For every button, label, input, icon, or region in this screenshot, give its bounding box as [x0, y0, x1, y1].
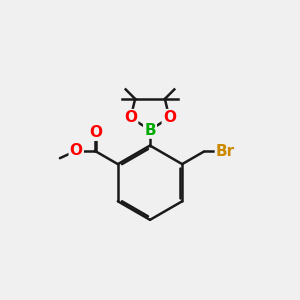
Text: O: O	[124, 110, 137, 125]
Text: O: O	[89, 125, 102, 140]
Text: Br: Br	[216, 144, 235, 159]
Text: B: B	[144, 123, 156, 138]
Text: O: O	[70, 143, 83, 158]
Text: O: O	[163, 110, 176, 125]
